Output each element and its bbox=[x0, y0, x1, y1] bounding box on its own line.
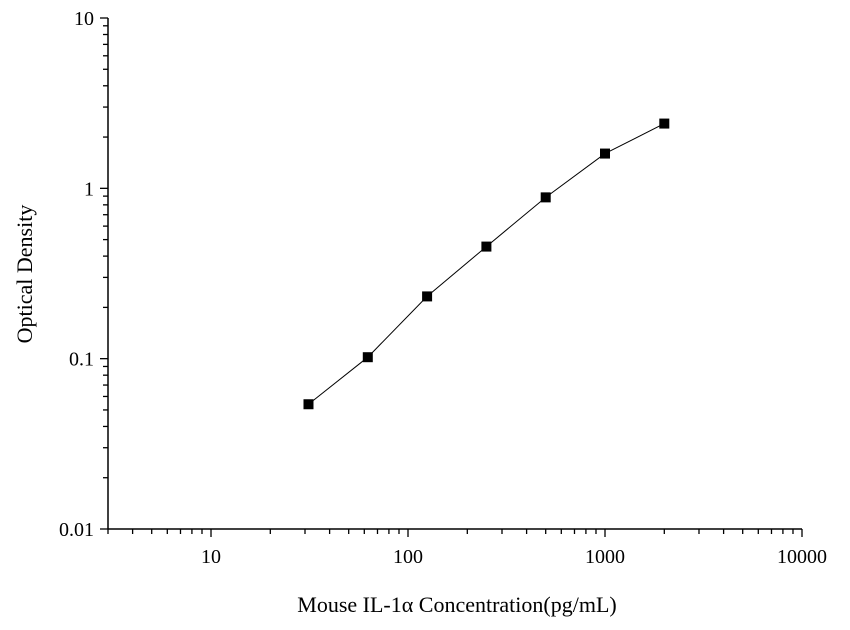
y-tick-label: 0.01 bbox=[59, 519, 94, 541]
data-point bbox=[540, 192, 551, 203]
y-tick-label: 1 bbox=[84, 178, 94, 200]
y-tick-label: 0.1 bbox=[69, 349, 94, 371]
data-point bbox=[600, 148, 611, 159]
ticks bbox=[100, 17, 803, 537]
data-point bbox=[422, 291, 433, 302]
series bbox=[303, 118, 670, 410]
y-axis-title: Optical Density bbox=[12, 205, 37, 344]
y-tick-label: 10 bbox=[74, 8, 94, 30]
series-line bbox=[308, 123, 665, 405]
x-tick-label: 1000 bbox=[585, 546, 625, 568]
data-point bbox=[303, 399, 314, 410]
tick-labels: 10 100 1000 10000 0.01 0.1 1 10 bbox=[59, 8, 827, 568]
data-point bbox=[659, 118, 670, 129]
x-tick-label: 10 bbox=[201, 546, 221, 568]
axes bbox=[107, 18, 802, 530]
data-point bbox=[481, 241, 492, 252]
x-axis-title: Mouse IL-1α Concentration(pg/mL) bbox=[297, 592, 616, 617]
x-tick-label: 100 bbox=[393, 546, 423, 568]
data-point bbox=[362, 352, 373, 363]
x-tick-label: 10000 bbox=[777, 546, 827, 568]
